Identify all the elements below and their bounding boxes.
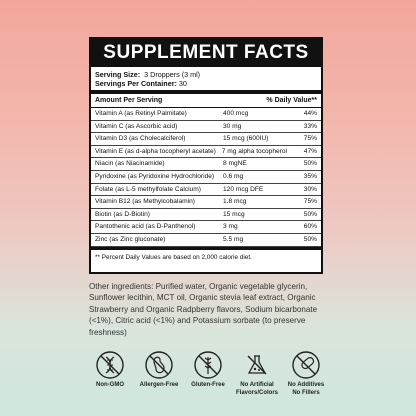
nutrient-amount: 3 mg — [223, 223, 238, 231]
nutrient-row: Vitamin C (as Ascorbic acid) 30 mg 33% — [91, 121, 321, 134]
nutrient-row: Folate (as L-5 methylfolate Calcium) 120 … — [91, 184, 321, 197]
nutrient-row: Vitamin A (as Retinyl Palmitate) 400 mcg 4… — [91, 108, 321, 121]
nutrient-dv: 50% — [303, 235, 317, 243]
nutrient-amount: 0.6 mg — [223, 172, 244, 180]
badge-row: Non-GMO Allergen-Free Gluten-Free No Art… — [86, 350, 330, 397]
nutrient-amount: 8 mgNE — [223, 160, 247, 168]
peanut-icon — [145, 351, 173, 379]
other-ingredients: Other ingredients: Purified water, Organ… — [89, 282, 318, 337]
header-dv: % Daily Value** — [266, 97, 317, 104]
facts-header-row: Amount Per Serving % Daily Value** — [91, 94, 321, 108]
nutrient-amount: 30 mg — [223, 122, 242, 130]
badge-no-additives: No Additives No Fillers — [282, 350, 330, 397]
flask-icon — [247, 355, 267, 375]
badge-non-gmo: Non-GMO — [86, 350, 134, 397]
nutrient-name: Niacin (as Niacinamide) — [95, 160, 165, 168]
nutrient-name: Vitamin B12 (as Methylcobalamin) — [95, 198, 195, 206]
nutrient-dv: 50% — [303, 160, 317, 168]
header-amount: Amount Per Serving — [95, 97, 163, 104]
nutrient-row: Niacin (as Niacinamide) 8 mgNE 50% — [91, 158, 321, 171]
nutrient-dv: 47% — [303, 147, 317, 155]
nutrient-dv: 30% — [303, 185, 317, 193]
nutrient-amount: 15 mcg — [223, 210, 245, 218]
nutrient-row: Biotin (as D-Biotin) 15 mcg 50% — [91, 209, 321, 222]
badge-label: Allergen-Free — [139, 382, 179, 388]
nutrient-amount: 400 mcg — [223, 110, 249, 117]
badge-label: Gluten-Free — [191, 382, 225, 388]
nutrient-dv: 44% — [303, 110, 317, 117]
nutrient-name: Pantothenic acid (as D-Panthenol) — [95, 223, 196, 231]
badge-gluten-free: Gluten-Free — [184, 350, 232, 397]
nutrient-name: Folate (as L-5 methylfolate Calcium) — [95, 185, 201, 193]
nutrient-row: Vitamin E (as d-alpha tocopheryl acetate… — [91, 146, 321, 159]
badge-label: No Artificial Flavors/Colors — [235, 382, 278, 396]
nutrient-dv: 50% — [303, 210, 317, 218]
servings-value: 30 — [178, 79, 187, 88]
nutrient-name: Vitamin A (as Retinyl Palmitate) — [95, 110, 187, 117]
capsule-icon — [292, 351, 320, 379]
badge-label: No Additives No Fillers — [287, 382, 325, 396]
nutrient-name: Zinc (as Zinc gluconate) — [95, 235, 166, 243]
nutrient-dv: 75% — [303, 135, 317, 143]
dna-icon — [96, 351, 124, 379]
thick-divider — [91, 90, 321, 94]
serving-info: Serving Size: 3 Droppers (3 ml) Servings… — [91, 67, 321, 88]
nutrient-name: Pyridoxine (as Pyridoxine Hydrochloride) — [95, 172, 215, 180]
nutrient-dv: 35% — [303, 172, 317, 180]
serving-size-label: Serving Size: — [95, 70, 141, 79]
nutrient-name: Biotin (as D-Biotin) — [95, 210, 150, 218]
nutrient-row: Zinc (as Zinc gluconate) 5.5 mg 50% — [91, 234, 321, 247]
wheat-icon — [194, 351, 222, 379]
nutrient-dv: 75% — [303, 198, 317, 206]
nutrient-name: Vitamin D3 (as Cholecalciferol) — [95, 135, 186, 143]
servings-label: Servings Per Container: — [95, 79, 177, 88]
nutrient-row: Vitamin B12 (as Methylcobalamin) 1.8 mcg 7… — [91, 196, 321, 209]
facts-title: SUPPLEMENT FACTS — [91, 39, 321, 67]
badge-allergen-free: Allergen-Free — [135, 350, 183, 397]
nutrient-amount: 5.5 mg — [223, 235, 244, 243]
nutrient-amount: 120 mcg DFE — [223, 185, 264, 193]
badge-label: Non-GMO — [96, 382, 124, 388]
nutrient-row: Pyridoxine (as Pyridoxine Hydrochloride)… — [91, 171, 321, 184]
nutrient-dv: 60% — [303, 223, 317, 231]
nutrient-amount: 15 mcg (600IU) — [223, 135, 269, 143]
nutrient-amount: 1.8 mcg — [223, 198, 247, 206]
nutrient-amount: 7 mg alpha tocopherol — [221, 147, 287, 155]
nutrient-name: Vitamin E (as d-alpha tocopheryl acetate… — [95, 147, 216, 155]
nutrient-dv: 33% — [303, 122, 317, 130]
badge-no-artificial: No Artificial Flavors/Colors — [233, 350, 281, 397]
nutrient-name: Vitamin C (as Ascorbic acid) — [95, 122, 178, 130]
serving-size-value: 3 Droppers (3 ml) — [144, 70, 201, 79]
nutrient-row: Pantothenic acid (as D-Panthenol) 3 mg 60% — [91, 221, 321, 234]
nutrient-row: Vitamin D3 (as Cholecalciferol) 15 mcg (6… — [91, 133, 321, 146]
supplement-facts-panel: SUPPLEMENT FACTS Serving Size: 3 Dropper… — [89, 37, 323, 274]
footnote: ** Percent Daily Values are based on 2,0… — [91, 246, 321, 266]
nutrient-rows: Vitamin A (as Retinyl Palmitate) 400 mcg 4… — [91, 108, 321, 247]
